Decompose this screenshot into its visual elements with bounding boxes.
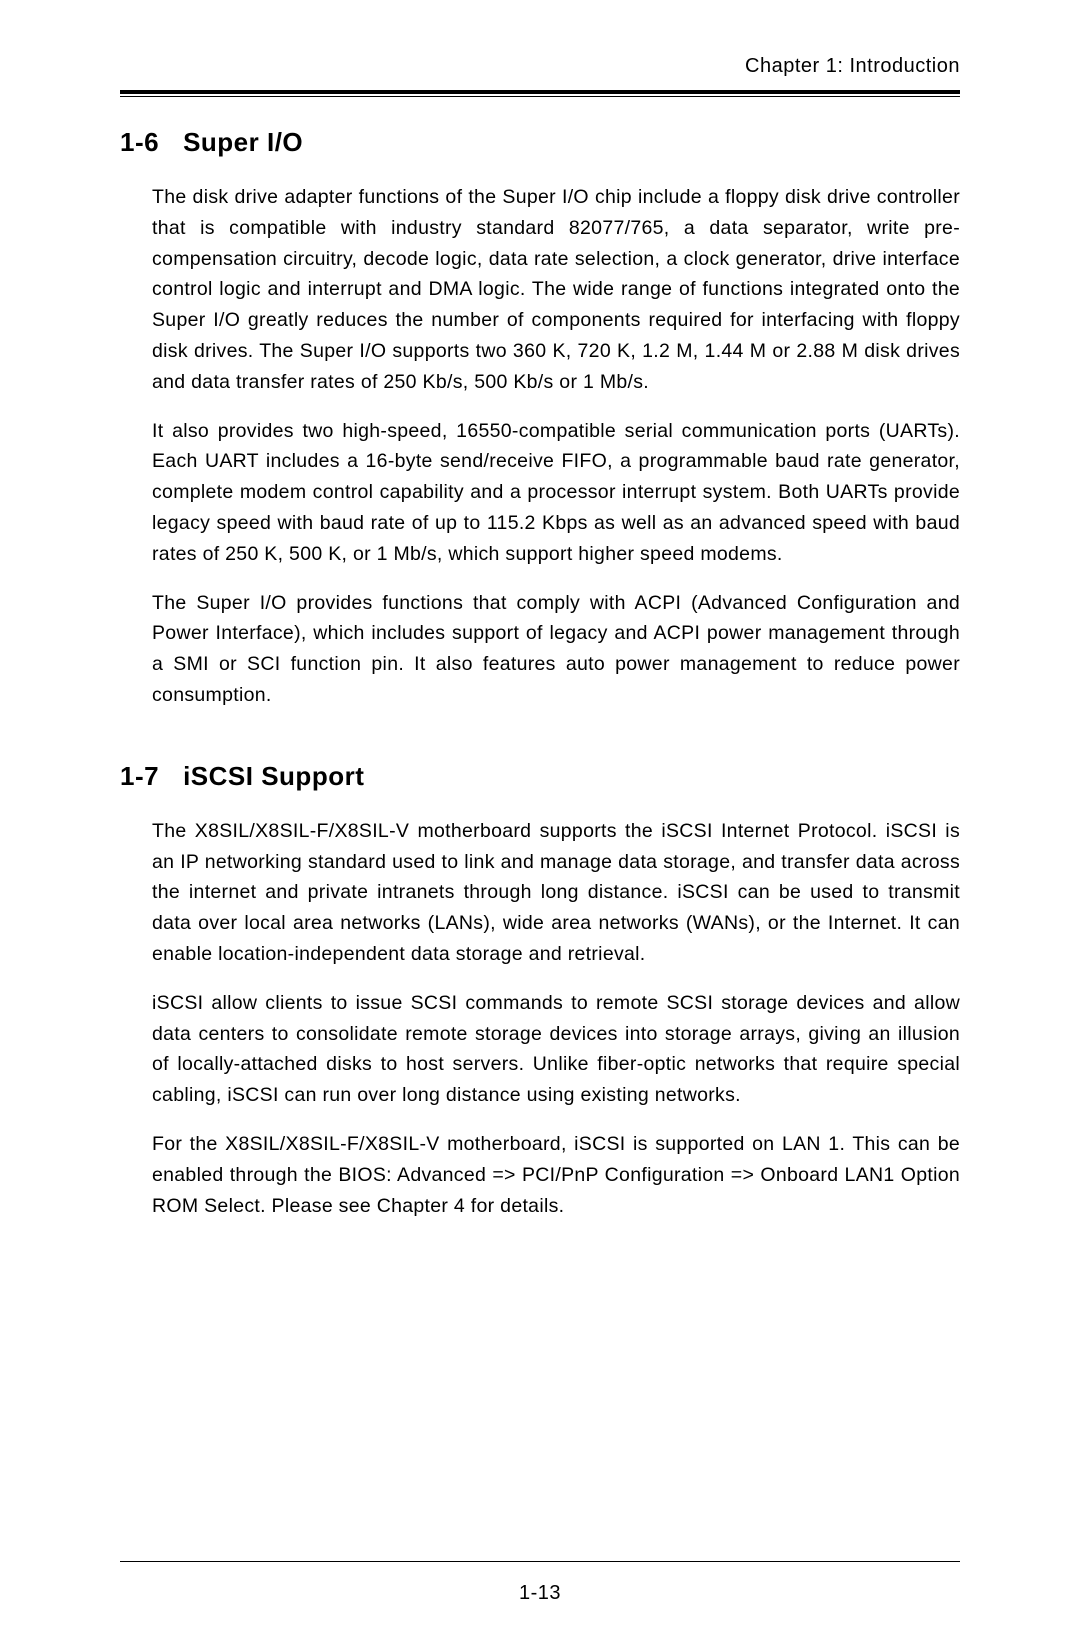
section-title: Super I/O [183, 127, 303, 157]
header-rule [120, 90, 960, 97]
body-paragraph: The Super I/O provides functions that co… [152, 588, 960, 711]
section-number: 1-6 [120, 127, 159, 158]
section-title: iSCSI Support [183, 761, 364, 791]
body-paragraph: The X8SIL/X8SIL-F/X8SIL-V motherboard su… [152, 816, 960, 970]
body-paragraph: iSCSI allow clients to issue SCSI comman… [152, 988, 960, 1111]
chapter-label: Chapter 1: Introduction [745, 55, 960, 77]
body-paragraph: For the X8SIL/X8SIL-F/X8SIL-V motherboar… [152, 1129, 960, 1221]
page-number: 1-13 [0, 1582, 1080, 1605]
body-paragraph: The disk drive adapter functions of the … [152, 182, 960, 398]
footer-rule [120, 1561, 960, 1562]
page-header: Chapter 1: Introduction [120, 55, 960, 90]
section-heading-1: 1-6 Super I/O [120, 127, 960, 158]
section-heading-2: 1-7 iSCSI Support [120, 761, 960, 792]
body-paragraph: It also provides two high-speed, 16550-c… [152, 416, 960, 570]
section-number: 1-7 [120, 761, 159, 792]
